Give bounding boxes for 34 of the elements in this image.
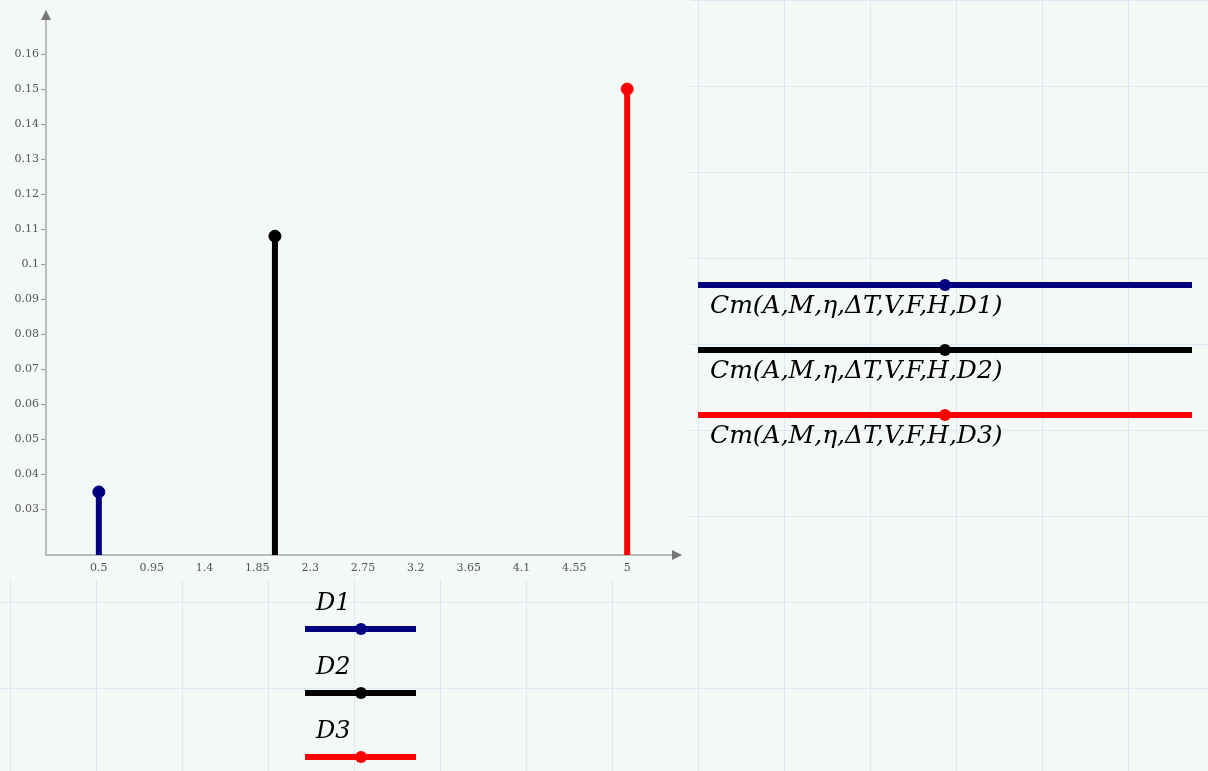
- y-tick-label: 0.13: [14, 151, 39, 165]
- text: D2: [314, 652, 352, 680]
- x-tick-label: 3.65: [456, 561, 481, 575]
- point: [620, 82, 634, 96]
- y-tick-label: 0.08: [14, 327, 39, 341]
- text: D3: [314, 716, 352, 744]
- point: [92, 485, 106, 499]
- y-tick-label: 0.14: [14, 116, 39, 130]
- y-tick-label: 0.12: [14, 187, 39, 201]
- y-tick-label: 0.15: [14, 81, 39, 95]
- x-tick-label: 5: [623, 561, 631, 575]
- x-tick-label: 4.55: [562, 561, 587, 575]
- x-tick-label: 4.1: [512, 561, 531, 575]
- legend-label: Cm(A,M,η,ΔT,V,F,H,D1): [709, 289, 1004, 320]
- x-tick-label: 3.2: [407, 561, 425, 575]
- y-tick-label: 0.11: [14, 222, 39, 236]
- y-tick-label: 0.07: [14, 362, 39, 376]
- x-tick-label: 2.3: [301, 561, 319, 575]
- x-tick-label: 1.4: [195, 561, 214, 575]
- y-tick-label: 0.05: [14, 432, 39, 446]
- y-tick-label: 0.09: [14, 292, 39, 306]
- point: [268, 229, 282, 243]
- y-tick-label: 0.16: [14, 46, 39, 60]
- y-tick-label: 0.04: [14, 467, 39, 481]
- y-tick-label: 0.06: [14, 397, 39, 411]
- x-tick-label: 2.75: [350, 561, 376, 575]
- y-tick-label: 0.1: [21, 257, 39, 271]
- legend-label: Cm(A,M,η,ΔT,V,F,H,D3): [709, 419, 1004, 450]
- text: D1: [314, 588, 352, 616]
- y-tick-label: 0.03: [14, 502, 39, 516]
- x-tick-label: 1.85: [245, 561, 270, 575]
- x-tick-label: 0.5: [90, 561, 108, 575]
- x-tick-label: 0.95: [139, 561, 164, 575]
- legend-label: Cm(A,M,η,ΔT,V,F,H,D2): [709, 354, 1004, 385]
